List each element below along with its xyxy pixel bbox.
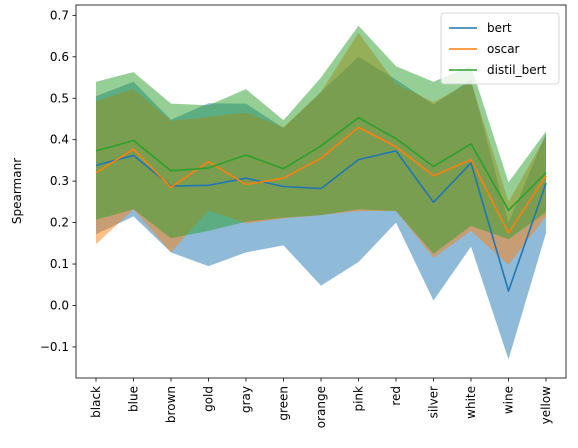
x-tick-label: white xyxy=(464,386,478,419)
x-tick-label: brown xyxy=(164,386,178,423)
series-line-distil_bert xyxy=(95,116,547,211)
legend-label-distil_bert: distil_bert xyxy=(487,63,547,77)
series-line-bert xyxy=(95,150,547,292)
x-tick-label: gray xyxy=(239,386,253,413)
x-tick-label: yellow xyxy=(539,386,553,424)
x-tick-label: blue xyxy=(127,386,141,412)
x-tick-label: pink xyxy=(352,386,366,412)
confidence-bands xyxy=(96,25,546,360)
x-tick-label: silver xyxy=(427,386,441,418)
y-axis-label: Spearmanr xyxy=(10,158,24,224)
x-tick-label: gold xyxy=(202,386,216,412)
y-tick-label: 0.3 xyxy=(50,174,69,188)
y-tick-label: 0.1 xyxy=(50,257,69,271)
y-tick-label: −0.1 xyxy=(40,340,69,354)
x-axis: black blue brown gold gray green orange pink red… xyxy=(89,378,553,428)
legend[interactable]: bert oscar distil_bert xyxy=(440,12,560,85)
y-tick-label: 0.7 xyxy=(50,8,69,22)
confidence-band-distil_bert xyxy=(96,25,546,254)
x-tick-label: black xyxy=(89,386,103,418)
legend-label-oscar: oscar xyxy=(487,42,520,56)
y-tick-label: 0.0 xyxy=(50,298,69,312)
y-tick-label: 0.2 xyxy=(50,216,69,230)
series-lines xyxy=(95,116,547,292)
y-tick-label: 0.6 xyxy=(50,50,69,64)
x-tick-label: orange xyxy=(314,386,328,428)
y-tick-label: 0.4 xyxy=(50,133,69,147)
y-tick-label: 0.5 xyxy=(50,91,69,105)
y-axis: −0.1 0.0 0.1 0.2 0.3 0.4 0.5 0.6 0.7 xyxy=(40,8,76,354)
x-tick-label: green xyxy=(277,386,291,421)
x-tick-label: red xyxy=(389,386,403,406)
x-tick-label: wine xyxy=(502,386,516,414)
legend-label-bert: bert xyxy=(487,21,512,35)
legend-box xyxy=(440,12,560,85)
series-line-oscar xyxy=(95,126,547,234)
